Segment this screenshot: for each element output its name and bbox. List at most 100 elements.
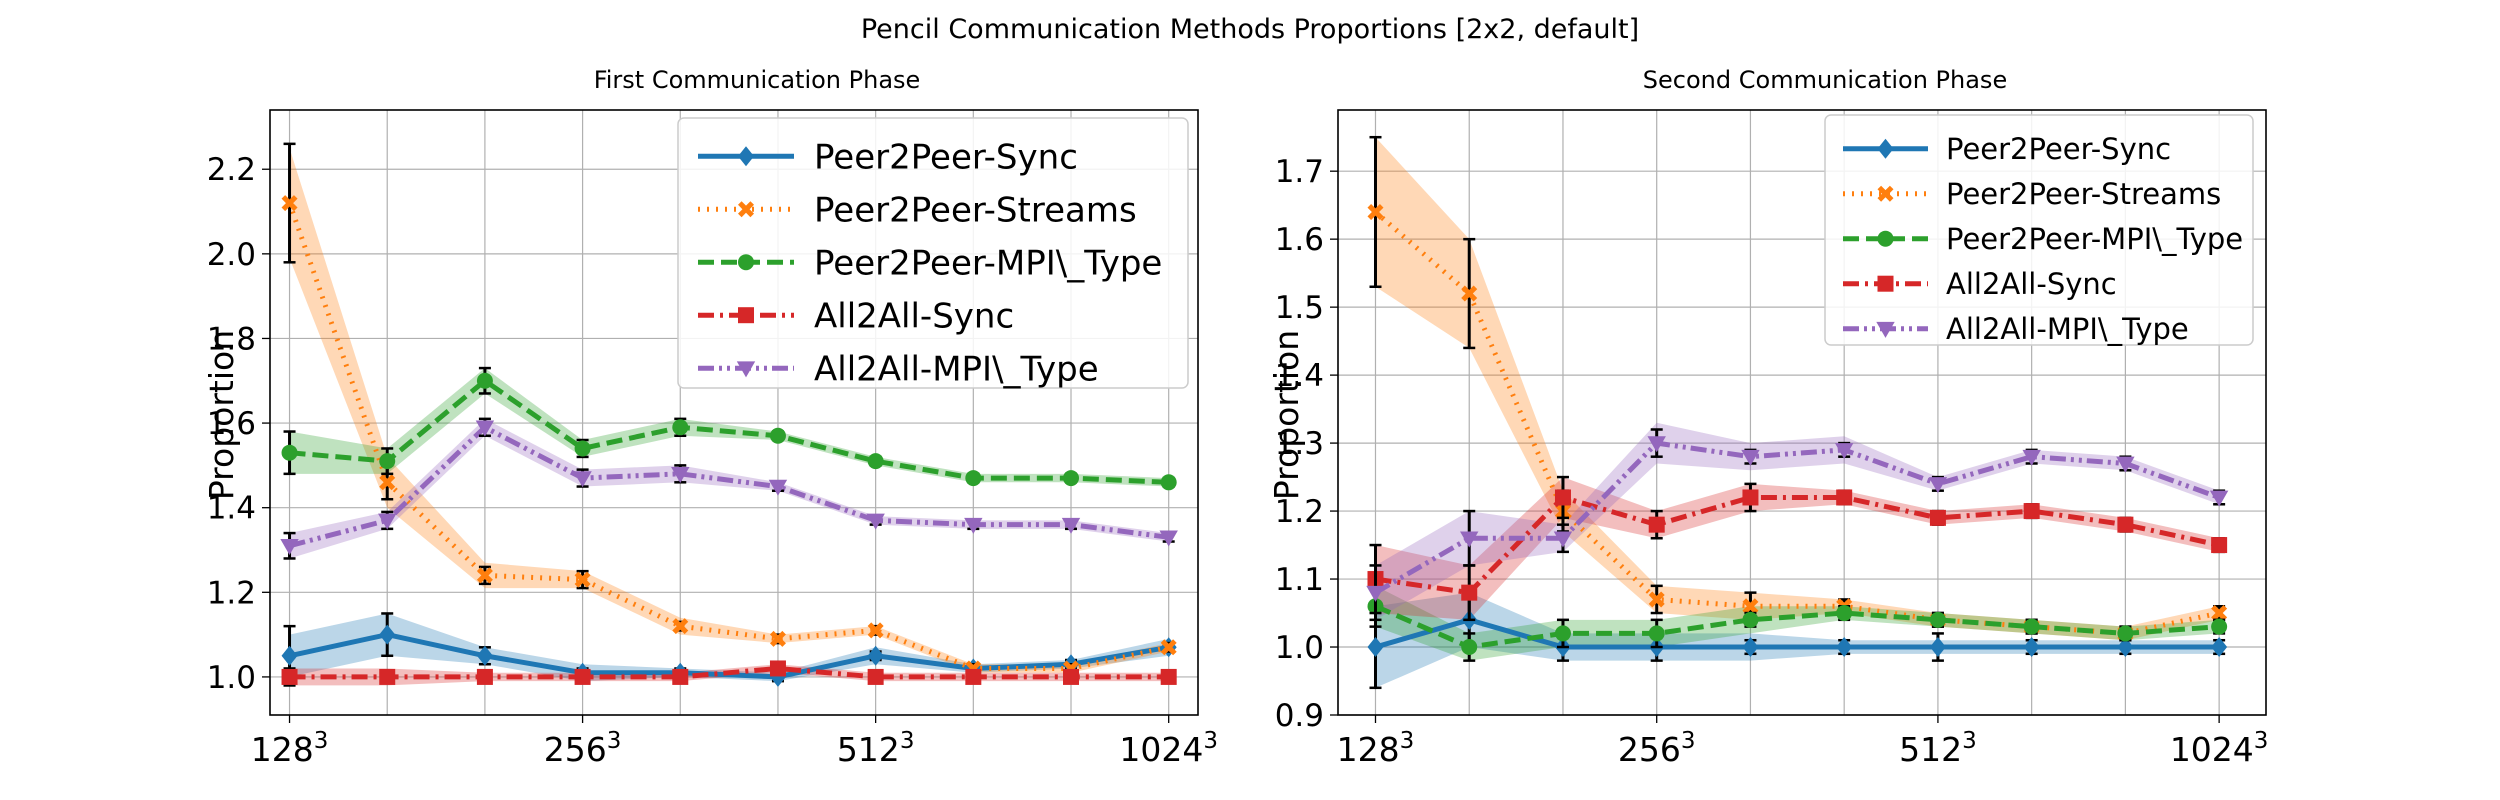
second-phase-plot-area: 0.9 1.0 1.1 1.2 1.3 1.4 1.5 1.6 1.7 1283 2563 5123 1… (1275, 109, 2268, 769)
series-line (287, 202, 1170, 671)
x-tick-label: 2563 (1618, 728, 1696, 769)
data-point (2211, 637, 2228, 658)
data-point (1742, 611, 1759, 628)
data-point (1928, 477, 1948, 494)
legend-label: All2All-MPI\_Type (814, 349, 1099, 389)
data-point (2211, 618, 2228, 635)
data-point (1647, 436, 1666, 453)
legend-label: All2All-Sync (1946, 267, 2117, 301)
data-point (574, 440, 591, 457)
data-point (1648, 625, 1665, 642)
legend-marker (1877, 138, 1894, 159)
data-point (2116, 456, 2135, 473)
data-point (1460, 531, 1479, 548)
data-point (768, 479, 788, 496)
legend-marker (1877, 230, 1894, 247)
data-point (1461, 639, 1478, 656)
legend-label: Peer2Peer-Sync (1946, 132, 2171, 166)
first-phase-legend: Peer2Peer-Sync Peer2Peer-Streams Peer2Peer… (677, 117, 1189, 389)
data-point (769, 630, 786, 647)
y-tick-label: 0.9 (1275, 698, 1324, 734)
data-point (1742, 637, 1759, 658)
data-point (379, 474, 396, 491)
data-point (281, 444, 298, 461)
data-point (378, 513, 397, 530)
legend-box (1824, 114, 2254, 346)
data-point (281, 195, 298, 212)
data-point (867, 645, 884, 666)
data-point (574, 668, 591, 685)
data-point (379, 668, 396, 685)
series-line (1374, 440, 2220, 595)
data-point (1648, 591, 1665, 608)
x-tick-label: 5123 (1899, 728, 1977, 769)
y-tick-label: 1.2 (1275, 494, 1324, 530)
y-tick-label: 1.0 (207, 660, 256, 696)
data-point (1929, 509, 1946, 526)
data-point (964, 517, 983, 534)
axes-frame (269, 109, 1199, 716)
data-point (1160, 668, 1177, 685)
y-tick-label: 1.7 (1275, 154, 1324, 190)
data-point (769, 660, 786, 677)
data-point (1836, 489, 1853, 506)
confidence-band (1375, 585, 2220, 661)
y-tick-label: 1.2 (207, 575, 256, 611)
first-phase-chart: First Communication Phase Proportion 1.0… (202, 66, 1218, 769)
legend-label: All2All-Sync (814, 296, 1014, 336)
data-point (1834, 443, 1854, 460)
y-tick-label: 1.5 (1275, 290, 1324, 326)
legend-label: Peer2Peer-Sync (814, 137, 1078, 177)
data-point (965, 470, 982, 487)
legend-marker (738, 201, 754, 218)
data-point (1461, 285, 1478, 302)
legend-box (677, 117, 1189, 389)
data-point (1836, 637, 1853, 658)
second-phase-title: Second Communication Phase (1643, 66, 2007, 94)
legend-marker (1876, 321, 1895, 338)
second-phase-chart: Second Communication Phase Proportion 0.… (1267, 66, 2268, 769)
data-point (1159, 530, 1178, 547)
data-point (1836, 605, 1853, 622)
x-tick-label: 10243 (1119, 728, 1218, 769)
data-point (1648, 516, 1665, 533)
x-tick-label: 5123 (837, 728, 915, 769)
series-line (288, 424, 1170, 549)
data-point (2023, 503, 2040, 520)
data-point (1553, 531, 1573, 548)
data-point (2117, 637, 2134, 658)
legend-marker (738, 307, 754, 324)
legend-marker (738, 146, 754, 167)
series-line (1375, 494, 2220, 596)
y-tick-label: 1.4 (1275, 358, 1324, 394)
y-tick-label: 1.1 (1275, 562, 1324, 598)
data-point (2117, 516, 2134, 533)
data-point (1742, 598, 1759, 615)
y-tick-label: 2.0 (207, 237, 256, 273)
y-tick-label: 1.6 (207, 406, 256, 442)
data-point (1367, 203, 1384, 220)
data-point (1063, 668, 1080, 685)
y-tick-label: 1.8 (207, 321, 256, 357)
first-phase-plot-area: 1.0 1.2 1.4 1.6 1.8 2.0 2.2 1283 2563 5123 10243 (207, 109, 1218, 769)
data-point (475, 420, 495, 437)
legend-marker (1877, 185, 1894, 202)
series-line (1374, 603, 2220, 650)
data-point (1063, 470, 1080, 487)
legend-label: All2All-MPI\_Type (1946, 312, 2189, 346)
first-phase-title: First Communication Phase (594, 66, 921, 94)
data-point (1554, 489, 1571, 506)
data-point (866, 513, 885, 530)
data-point (672, 618, 689, 635)
data-point (1929, 637, 1946, 658)
y-tick-label: 1.6 (1275, 222, 1324, 258)
data-point (2023, 637, 2040, 658)
data-point (2211, 605, 2228, 622)
data-point (1160, 474, 1177, 491)
data-point (379, 624, 396, 645)
second-phase-ylabel: Proportion (1267, 330, 1306, 500)
legend-label: Peer2Peer-Streams (814, 190, 1137, 230)
data-point (574, 571, 591, 588)
figure-title: Pencil Communication Methods Proportions… (861, 14, 1639, 45)
axes-frame (1337, 109, 2267, 716)
